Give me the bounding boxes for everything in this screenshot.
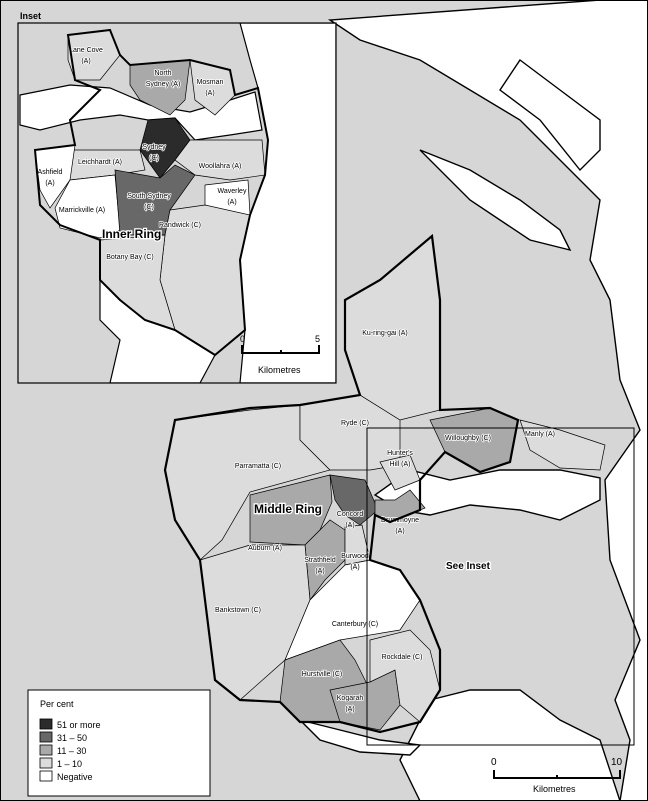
inset-title: Inset bbox=[20, 11, 41, 21]
middle-ring-label: Middle Ring bbox=[254, 502, 322, 516]
region-label-strathfield: (A) bbox=[315, 568, 324, 575]
region-label-strathfield: Strathfield bbox=[304, 557, 336, 564]
region-label-hunters: Hill (A) bbox=[390, 461, 411, 468]
region-label-hunters: Hunter's bbox=[387, 450, 413, 457]
scale-end: 10 bbox=[611, 757, 623, 768]
region-label-ashfield: (A) bbox=[45, 180, 54, 187]
legend-swatch bbox=[39, 757, 53, 769]
water-body bbox=[499, 58, 601, 172]
region-label-southsydney: South Sydney bbox=[127, 193, 171, 200]
region-label-ryde: Ryde (C) bbox=[341, 420, 369, 427]
legend-item-label: 1 – 10 bbox=[57, 759, 82, 769]
see-inset-frame bbox=[366, 427, 635, 746]
region-label-northsydney: North bbox=[154, 70, 171, 77]
main-scale-bar: 0 10 Kilometres bbox=[491, 757, 623, 794]
scale-end: 5 bbox=[315, 334, 320, 344]
region-label-willoughby: Willoughby (C) bbox=[445, 435, 491, 442]
legend-item-label: 51 or more bbox=[57, 720, 101, 730]
region-label-concord: Concord bbox=[337, 511, 364, 518]
water-body bbox=[373, 469, 601, 521]
region-label-auburn: Auburn (A) bbox=[248, 545, 282, 552]
legend-swatch bbox=[39, 718, 53, 730]
region-southsydney[interactable] bbox=[114, 164, 196, 236]
region-label-parramatta: Parramatta (C) bbox=[235, 463, 281, 470]
region-label-drummoyne: Drummoyne bbox=[381, 517, 419, 524]
water-body bbox=[327, 0, 648, 801]
region-label-bankstown: Bankstown (C) bbox=[215, 607, 261, 614]
region-label-kogarah: Kogarah bbox=[337, 695, 364, 702]
region-label-concord: (A) bbox=[345, 522, 354, 529]
region-label-hurstville: Hurstville (C) bbox=[302, 671, 342, 678]
scale-start: 0 bbox=[491, 757, 497, 768]
region-label-kogarah: (A) bbox=[345, 706, 354, 713]
legend-swatch bbox=[39, 744, 53, 756]
legend-item-label: 11 – 30 bbox=[57, 746, 86, 756]
region-label-manly: Manly (A) bbox=[525, 431, 555, 438]
water-body bbox=[19, 84, 263, 141]
water-layer bbox=[297, 0, 648, 801]
legend-swatch bbox=[39, 731, 53, 743]
region-label-canterbury: Canterbury (C) bbox=[332, 621, 378, 628]
inset-regions: Lane Cove (A) North Sydney (A) Mosman (A) Sydn… bbox=[34, 29, 266, 356]
region-label-mosman: Mosman bbox=[197, 79, 224, 86]
region-label-southsydney: (C) bbox=[144, 204, 154, 211]
legend-swatch bbox=[39, 770, 53, 782]
legend-title: Per cent bbox=[40, 699, 74, 709]
region-label-randwick: Randwick (C) bbox=[159, 222, 201, 229]
middle-ring-outline bbox=[163, 233, 520, 734]
region-label-mosman: (A) bbox=[205, 90, 214, 97]
see-inset-label: See Inset bbox=[446, 561, 491, 572]
legend: Per cent 51 or more 31 – 50 11 – 30 1 – 10… bbox=[27, 689, 211, 797]
scale-unit: Kilometres bbox=[533, 784, 576, 794]
scale-start: 0 bbox=[240, 334, 245, 344]
region-label-lanecove: Lane Cove bbox=[69, 47, 103, 54]
region-label-northsydney: Sydney (A) bbox=[146, 81, 181, 88]
region-label-burwood: (A) bbox=[350, 564, 359, 571]
legend-item-label: Negative bbox=[57, 772, 93, 782]
inset-frame bbox=[17, 22, 337, 384]
inset-scale-bar: 0 5 Kilometres bbox=[240, 334, 320, 375]
water-body bbox=[297, 718, 422, 756]
region-label-woollahra: Woollahra (A) bbox=[199, 163, 242, 170]
inner-ring-label: Inner Ring bbox=[102, 227, 161, 241]
region-label-waverley: (A) bbox=[227, 199, 236, 206]
region-label-sydney: Sydney bbox=[142, 144, 166, 151]
region-label-waverley: Waverley bbox=[218, 188, 247, 195]
region-manly[interactable] bbox=[519, 419, 606, 471]
region-label-sydney: (C) bbox=[149, 155, 159, 162]
scale-unit: Kilometres bbox=[258, 365, 301, 375]
region-label-burwood: Burwood bbox=[341, 553, 369, 560]
water-body bbox=[419, 149, 572, 252]
region-label-kuringgai: Ku-ring-gai (A) bbox=[362, 330, 408, 337]
region-label-marrickville: Marrickville (A) bbox=[59, 207, 105, 214]
inset-water bbox=[19, 23, 336, 383]
region-label-leichhardt: Leichhardt (A) bbox=[78, 159, 122, 166]
region-label-botany: Botany Bay (C) bbox=[106, 254, 153, 261]
region-label-rockdale: Rockdale (C) bbox=[382, 654, 423, 661]
region-label-ashfield: Ashfield bbox=[38, 169, 63, 176]
region-label-lanecove: (A) bbox=[81, 58, 90, 65]
region-label-drummoyne: (A) bbox=[395, 528, 404, 535]
inner-ring-outline bbox=[33, 28, 270, 357]
legend-box bbox=[27, 689, 211, 797]
legend-item-label: 31 – 50 bbox=[57, 733, 87, 743]
inset-map: Inset Lane Cove (A) North Sydney (A) Mosman (… bbox=[17, 11, 337, 384]
